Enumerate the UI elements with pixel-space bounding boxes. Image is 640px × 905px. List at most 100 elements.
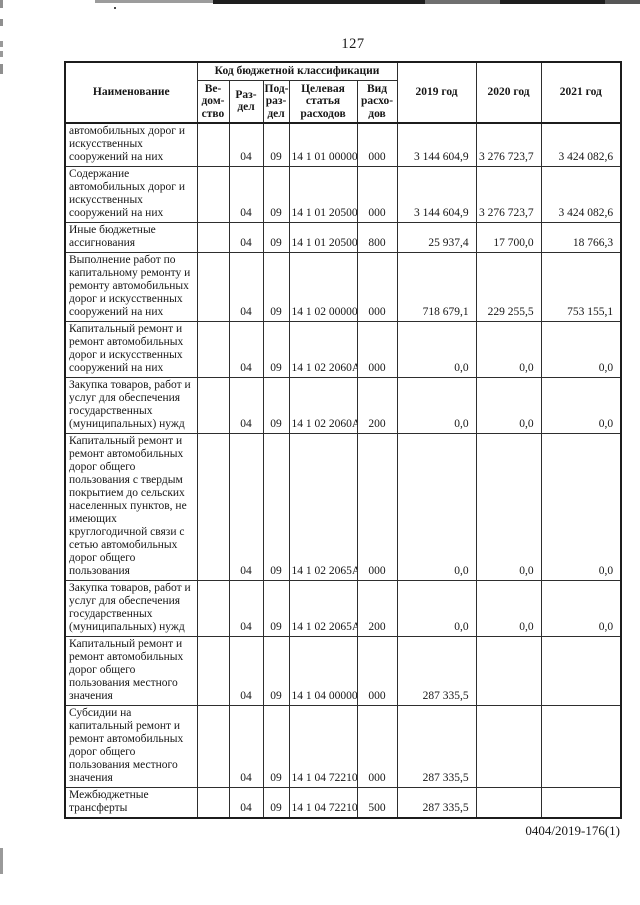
row-amount-2020: 3 276 723,7 [475, 166, 542, 223]
row-expense-type: 200 [356, 580, 398, 637]
row-name: автомобильных дорог и искусственных соор… [64, 122, 198, 167]
col-header-expense-type: Вид расхо- дов [356, 79, 398, 124]
scan-artifact [425, 0, 500, 4]
row-expense-type: 200 [356, 377, 398, 434]
row-target-article: 14 1 02 2065A [288, 433, 358, 581]
col-header-year-2019: 2019 год [396, 61, 477, 124]
row-expense-type: 000 [356, 636, 398, 706]
row-name: Выполнение работ по капитальному ремонту… [64, 252, 198, 322]
row-expense-type: 800 [356, 222, 398, 253]
table-row: Выполнение работ по капитальному ремонту… [64, 252, 622, 322]
row-amount-2021: 3 424 082,6 [540, 122, 622, 167]
row-amount-2021: 0,0 [540, 377, 622, 434]
row-vedomstvo [196, 787, 230, 819]
page-number: 127 [341, 36, 365, 52]
row-razdel: 04 [228, 433, 264, 581]
row-amount-2020 [475, 705, 542, 788]
table-header: Наименование Код бюджетной классификации… [64, 61, 622, 124]
col-header-vedomstvo: Ве- дом- ство [196, 79, 230, 124]
scan-artifact [95, 0, 213, 3]
col-header-year-2021: 2021 год [540, 61, 622, 124]
row-amount-2020: 0,0 [475, 433, 542, 581]
table-row: Капитальный ремонт и ремонт автомобильны… [64, 636, 622, 706]
row-amount-2021: 753 155,1 [540, 252, 622, 322]
row-vedomstvo [196, 580, 230, 637]
row-amount-2019: 287 335,5 [396, 787, 477, 819]
row-vedomstvo [196, 166, 230, 223]
row-razdel: 04 [228, 636, 264, 706]
row-amount-2020: 0,0 [475, 377, 542, 434]
row-podrazdel: 09 [262, 433, 290, 581]
row-name: Закупка товаров, работ и услуг для обесп… [64, 377, 198, 434]
row-razdel: 04 [228, 580, 264, 637]
row-amount-2019: 3 144 604,9 [396, 122, 477, 167]
row-podrazdel: 09 [262, 787, 290, 819]
row-target-article: 14 1 04 00000 [288, 636, 358, 706]
row-amount-2019: 0,0 [396, 433, 477, 581]
col-header-podrazdel: Под- раз- дел [262, 79, 290, 124]
row-podrazdel: 09 [262, 222, 290, 253]
row-amount-2021: 0,0 [540, 580, 622, 637]
row-expense-type: 000 [356, 252, 398, 322]
row-expense-type: 000 [356, 705, 398, 788]
row-amount-2019: 0,0 [396, 377, 477, 434]
row-razdel: 04 [228, 252, 264, 322]
row-target-article: 14 1 01 20500 [288, 166, 358, 223]
row-expense-type: 000 [356, 321, 398, 378]
scan-artifact [0, 64, 3, 74]
document-code: 0404/2019-176(1) [525, 823, 620, 838]
scan-artifact [0, 19, 3, 26]
row-amount-2019: 718 679,1 [396, 252, 477, 322]
row-vedomstvo [196, 122, 230, 167]
row-amount-2019: 287 335,5 [396, 705, 477, 788]
col-header-razdel: Раз- дел [228, 79, 264, 124]
row-amount-2021: 0,0 [540, 433, 622, 581]
row-vedomstvo [196, 321, 230, 378]
row-amount-2020: 3 276 723,7 [475, 122, 542, 167]
scan-artifact [0, 51, 3, 57]
table-row: Закупка товаров, работ и услуг для обесп… [64, 377, 622, 434]
row-target-article: 14 1 02 2060A [288, 377, 358, 434]
row-name: Межбюджетные трансферты [64, 787, 198, 819]
row-amount-2020: 0,0 [475, 580, 542, 637]
row-razdel: 04 [228, 705, 264, 788]
row-amount-2020 [475, 636, 542, 706]
table-row: Капитальный ремонт и ремонт автомобильны… [64, 321, 622, 378]
row-target-article: 14 1 02 00000 [288, 252, 358, 322]
row-razdel: 04 [228, 377, 264, 434]
row-podrazdel: 09 [262, 580, 290, 637]
col-header-name: Наименование [64, 61, 198, 124]
row-vedomstvo [196, 377, 230, 434]
row-podrazdel: 09 [262, 377, 290, 434]
table-row: Капитальный ремонт и ремонт автомобильны… [64, 433, 622, 581]
row-target-article: 14 1 04 72210 [288, 787, 358, 819]
table-body: автомобильных дорог и искусственных соор… [64, 122, 622, 819]
row-target-article: 14 1 01 00000 [288, 122, 358, 167]
row-name: Закупка товаров, работ и услуг для обесп… [64, 580, 198, 637]
row-amount-2019: 0,0 [396, 580, 477, 637]
scan-artifact [0, 41, 3, 47]
scan-artifact [114, 7, 116, 9]
col-header-target-article: Целевая статья расходов [288, 79, 358, 124]
table-row: Содержание автомобильных дорог и искусст… [64, 166, 622, 223]
row-amount-2020: 17 700,0 [475, 222, 542, 253]
row-amount-2019: 287 335,5 [396, 636, 477, 706]
table-row: Межбюджетные трансферты 04 09 14 1 04 72… [64, 787, 622, 819]
row-name: Капитальный ремонт и ремонт автомобильны… [64, 433, 198, 581]
row-target-article: 14 1 04 72210 [288, 705, 358, 788]
scan-artifact [0, 848, 3, 874]
row-target-article: 14 1 01 20500 [288, 222, 358, 253]
row-name: Капитальный ремонт и ремонт автомобильны… [64, 321, 198, 378]
scan-artifact [0, 0, 3, 8]
row-amount-2021: 18 766,3 [540, 222, 622, 253]
row-target-article: 14 1 02 2065A [288, 580, 358, 637]
row-amount-2019: 25 937,4 [396, 222, 477, 253]
row-amount-2021: 3 424 082,6 [540, 166, 622, 223]
row-razdel: 04 [228, 122, 264, 167]
table-row: Закупка товаров, работ и услуг для обесп… [64, 580, 622, 637]
row-expense-type: 000 [356, 166, 398, 223]
table-row: автомобильных дорог и искусственных соор… [64, 122, 622, 167]
scan-artifact [213, 0, 425, 4]
row-vedomstvo [196, 636, 230, 706]
